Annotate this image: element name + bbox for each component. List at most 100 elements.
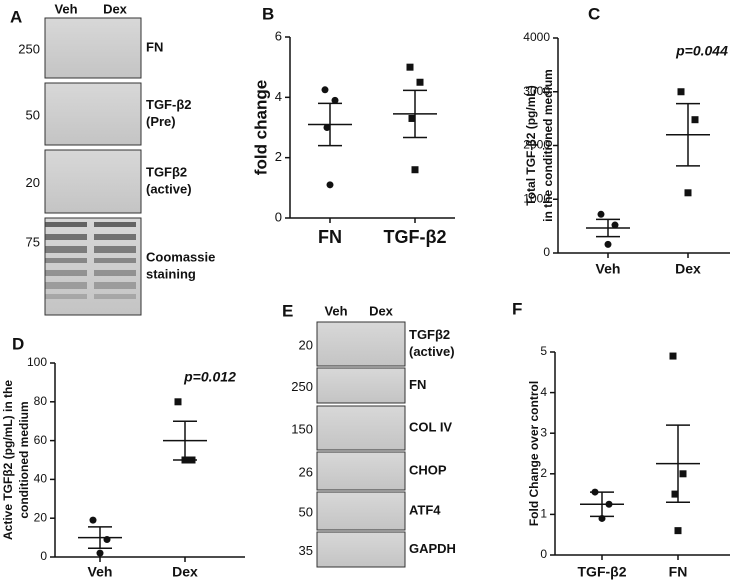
y-tick-label: 0 <box>540 547 547 561</box>
band <box>94 234 136 240</box>
error-bar <box>318 102 342 147</box>
data-point <box>174 398 182 406</box>
band <box>45 282 87 289</box>
row-label: ATF4 <box>409 502 441 517</box>
panel-letter: E <box>282 301 293 320</box>
row-label: Coomassie <box>146 249 215 264</box>
band <box>94 294 136 299</box>
mw-label: 250 <box>291 379 313 394</box>
row-label: staining <box>146 266 196 281</box>
data-point <box>331 96 339 104</box>
data-point <box>674 527 682 535</box>
data-point <box>669 352 677 360</box>
y-tick-label: 1000 <box>523 191 550 205</box>
band <box>94 258 136 263</box>
data-point <box>326 181 334 189</box>
mw-label: 20 <box>26 175 40 190</box>
panel-letter: B <box>262 4 274 23</box>
blot-box <box>44 17 142 79</box>
row-label: (active) <box>409 344 455 359</box>
blot-box <box>316 491 406 531</box>
x-tick-label: FN <box>318 227 342 247</box>
mw-label: 75 <box>26 234 40 249</box>
x-tick-label: TGF-β2 <box>384 227 447 247</box>
row-label: TGFβ2 <box>146 164 187 179</box>
data-point <box>411 166 419 174</box>
data-point <box>611 221 619 229</box>
x-tick-label: FN <box>669 564 688 580</box>
row-label: COL IV <box>409 419 452 434</box>
mw-label: 150 <box>291 421 313 436</box>
data-point <box>604 240 612 248</box>
data-point <box>89 516 97 524</box>
blot-box <box>316 321 406 367</box>
band <box>94 270 136 276</box>
panel-letter: D <box>12 334 24 353</box>
row-label: (active) <box>146 181 192 196</box>
data-point <box>321 86 329 94</box>
mw-label: 20 <box>299 337 313 352</box>
panel-letter: F <box>512 299 522 318</box>
data-point <box>597 210 605 218</box>
y-tick-label: 4000 <box>523 30 550 44</box>
band <box>45 234 87 240</box>
y-tick-label: 4 <box>275 89 282 104</box>
row-label: TGF-β2 <box>146 97 192 112</box>
data-point <box>677 88 685 96</box>
error-bar <box>676 102 700 167</box>
error-bar <box>590 491 614 518</box>
blot-box <box>316 451 406 491</box>
y-tick-label: 1 <box>540 507 547 521</box>
row-label: FN <box>146 39 163 54</box>
panel-letter: A <box>10 7 22 26</box>
y-axis-label: Total TGF-β2 (pg/mL) <box>524 85 538 205</box>
blot-box <box>44 149 142 214</box>
x-tick-label: Veh <box>88 564 113 580</box>
error-bar <box>403 89 427 139</box>
y-tick-label: 0 <box>275 209 282 224</box>
mw-label: 250 <box>18 41 40 56</box>
y-tick-label: 2 <box>275 149 282 164</box>
y-tick-label: 5 <box>540 344 547 358</box>
blot-box <box>316 405 406 451</box>
data-point <box>416 78 424 86</box>
row-label: FN <box>409 377 426 392</box>
error-bar <box>666 424 690 503</box>
row-label: GAPDH <box>409 541 456 556</box>
blot-box <box>44 217 142 316</box>
data-point <box>671 490 679 498</box>
y-tick-label: 20 <box>34 510 48 524</box>
blot-box <box>44 82 142 146</box>
mw-label: 35 <box>299 543 313 558</box>
y-tick-label: 2 <box>540 466 547 480</box>
y-axis-label: conditioned medium <box>17 401 31 518</box>
band <box>45 246 87 253</box>
row-label: CHOP <box>409 462 447 477</box>
band <box>45 258 87 263</box>
panel-letter: C <box>588 4 600 23</box>
data-point <box>323 124 331 131</box>
row-label: (Pre) <box>146 114 176 129</box>
band <box>94 246 136 253</box>
lane-label: Dex <box>103 1 128 16</box>
p-value: p=0.044 <box>675 43 728 59</box>
y-tick-label: 40 <box>34 472 48 486</box>
error-bar <box>173 420 197 461</box>
band <box>45 294 87 299</box>
lane-label: Veh <box>54 1 77 16</box>
p-value: p=0.012 <box>183 369 236 385</box>
blot-box <box>316 531 406 568</box>
y-tick-label: 4 <box>540 385 547 399</box>
row-label: TGFβ2 <box>409 327 450 342</box>
band <box>94 222 136 227</box>
y-tick-label: 60 <box>34 433 48 447</box>
x-tick-label: Dex <box>172 564 198 580</box>
error-bar <box>596 218 620 238</box>
data-point <box>408 114 416 122</box>
y-tick-label: 3 <box>540 425 547 439</box>
mw-label: 50 <box>299 504 313 519</box>
data-point <box>691 116 699 124</box>
y-tick-label: 80 <box>34 394 48 408</box>
y-tick-label: 3000 <box>523 84 550 98</box>
